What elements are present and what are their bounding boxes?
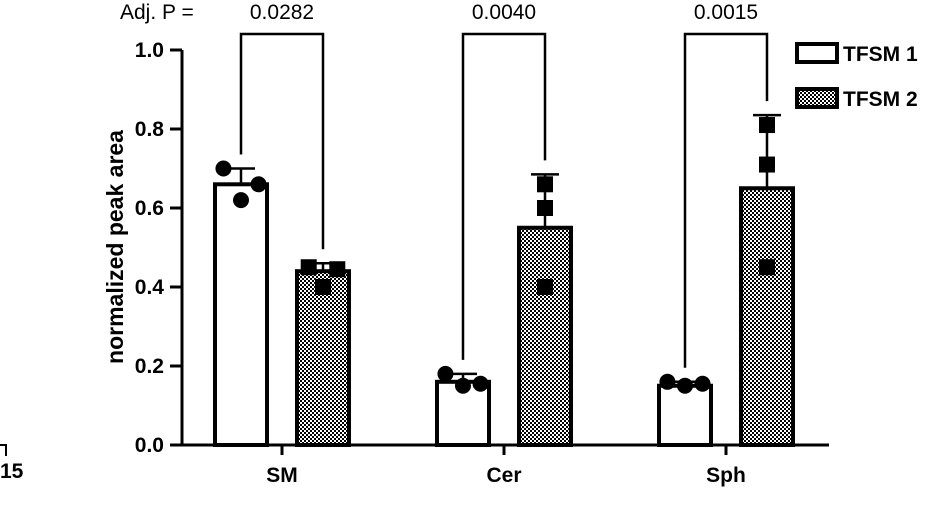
data-point-square <box>300 259 317 276</box>
significance-p-value: 0.0282 <box>250 1 314 24</box>
y-tick-label: 0.6 <box>135 197 164 220</box>
significance-bracket <box>461 32 547 360</box>
legend-label-tfsm-2: TFSM 2 <box>843 88 918 111</box>
data-point-circle <box>437 365 454 382</box>
data-point-square <box>537 200 553 216</box>
legend: TFSM 1 TFSM 2 <box>795 42 918 111</box>
data-point-square <box>537 279 553 295</box>
data-point-circle <box>694 375 711 392</box>
data-point-square <box>759 117 775 134</box>
y-tick-label: 0.8 <box>135 118 165 141</box>
y-tick-label: 0.4 <box>135 276 165 299</box>
data-point-circle <box>677 377 693 394</box>
significance-bracket <box>239 32 325 250</box>
data-point-circle <box>250 176 267 193</box>
legend-swatch-tfsm-2 <box>795 87 839 109</box>
y-tick-label: 1.0 <box>135 39 164 62</box>
stray-edge-tick <box>0 444 7 456</box>
data-point-circle <box>659 373 676 390</box>
legend-swatch-tfsm-1 <box>795 42 839 64</box>
data-point-square <box>315 279 331 295</box>
bar-tfsm-1-sph <box>657 383 713 447</box>
y-axis-label: normalized peak area <box>102 130 128 364</box>
bar-tfsm-1-sm <box>213 182 269 448</box>
x-category-label: Cer <box>486 464 521 487</box>
significance-bracket <box>683 32 769 368</box>
bar-tfsm-2-sph <box>739 186 795 447</box>
data-point-circle <box>215 160 232 177</box>
y-tick-label: 0.2 <box>135 355 164 378</box>
data-point-square <box>759 156 775 173</box>
bar-tfsm-2-sm <box>295 269 351 448</box>
data-point-circle <box>455 377 471 394</box>
significance-prefix: Adj. P = <box>120 1 194 24</box>
data-point-circle <box>233 192 249 209</box>
x-category-label: SM <box>266 464 298 487</box>
y-tick-label: 0.0 <box>135 434 164 457</box>
significance-p-value: 0.0015 <box>694 1 758 24</box>
stray-edge-label: 15 <box>0 460 24 483</box>
data-point-square <box>329 261 346 278</box>
significance-p-value: 0.0040 <box>472 1 536 24</box>
bar-tfsm-2-cer <box>517 225 573 447</box>
data-point-square <box>759 259 775 276</box>
x-category-label: Sph <box>706 464 746 487</box>
data-point-square <box>537 176 553 193</box>
data-point-circle <box>472 375 489 392</box>
legend-label-tfsm-1: TFSM 1 <box>843 43 918 66</box>
